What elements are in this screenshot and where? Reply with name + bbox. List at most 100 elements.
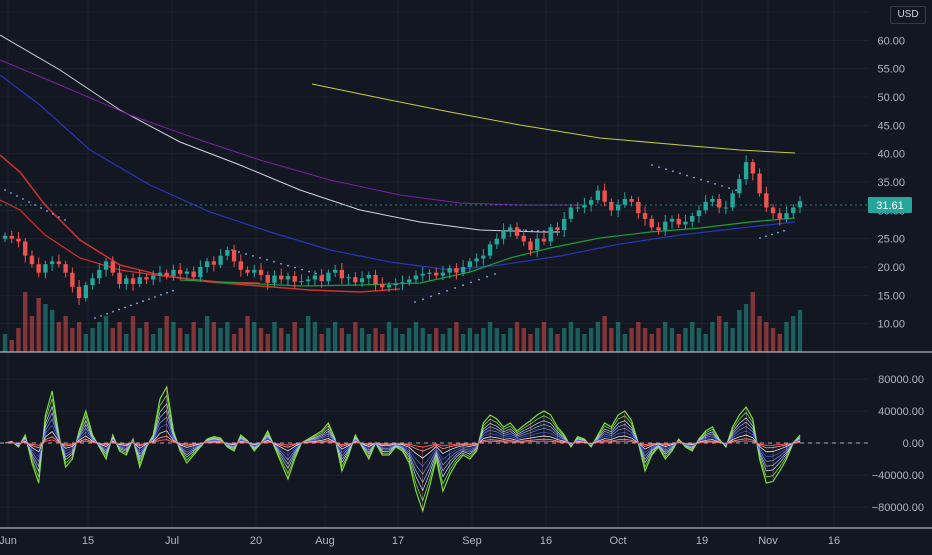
sar-dot (124, 306, 126, 309)
candle (124, 274, 129, 290)
oscillator-tick-label: 0.00 (903, 438, 924, 450)
sar-dot (693, 176, 695, 179)
candle (440, 265, 446, 281)
candle (433, 267, 439, 279)
candle (447, 264, 452, 279)
price-tick-label: 45.00 (877, 120, 905, 132)
volume-bar (784, 322, 789, 352)
volume-bar (23, 292, 28, 352)
candle (386, 281, 392, 292)
volume-bar (791, 316, 796, 352)
sar-dot (10, 192, 12, 194)
oscillator-line (4, 403, 801, 492)
volume-bar (63, 316, 68, 352)
oscillator-tick-label: 40000.00 (878, 406, 924, 418)
sar-dot (266, 258, 268, 261)
sar-dot (16, 195, 18, 197)
candle (171, 264, 176, 281)
candle (245, 266, 250, 277)
volume-bar (43, 304, 48, 352)
volume-bar (487, 322, 493, 352)
volume-bar (157, 328, 163, 352)
sar-dot (531, 229, 533, 232)
candle (110, 256, 115, 277)
volume-bar (710, 322, 715, 352)
grid (0, 0, 868, 528)
sar-dot (94, 317, 96, 319)
candle (29, 250, 35, 268)
volume-bar (110, 328, 115, 352)
sar-dot (166, 291, 168, 294)
candle (770, 204, 776, 219)
candle (23, 238, 28, 263)
oscillator-line (4, 409, 801, 484)
candle (716, 193, 722, 214)
candle (157, 265, 163, 283)
candle (49, 256, 55, 271)
volume-bar (622, 334, 628, 352)
sar-dot (280, 262, 282, 265)
candle (16, 231, 21, 248)
time-tick-label: Oct (609, 535, 626, 547)
volume-bar (144, 322, 149, 352)
volume-bar (70, 328, 75, 352)
volume-bar (238, 328, 243, 352)
candle (683, 214, 688, 230)
volume-bar (97, 322, 102, 352)
volume-bar (326, 328, 331, 352)
sar-dot (301, 268, 303, 271)
price-tick-label: 25.00 (877, 234, 905, 246)
currency-badge[interactable]: USD (890, 6, 926, 24)
sar-dot (672, 170, 674, 173)
candle (467, 257, 473, 272)
volume-bar (447, 328, 452, 352)
volume-bar (595, 322, 601, 352)
ma-green-line (179, 217, 796, 287)
oscillator-axis[interactable]: 80000.00 40000.00 0.00 −40000.00 −80000.00 (872, 374, 924, 514)
sar-dot (759, 237, 761, 239)
candle (339, 263, 345, 284)
candle (562, 212, 567, 237)
volume-histogram (2, 292, 803, 352)
time-tick-label: 19 (696, 535, 708, 547)
volume-bar (508, 328, 513, 352)
candle (76, 280, 82, 305)
candle (380, 277, 385, 291)
sar-dot (142, 300, 144, 303)
candle (151, 270, 156, 286)
candle (43, 260, 48, 279)
price-axis[interactable]: 6560.0055.0050.0045.0040.0035.0030.0025.… (877, 7, 905, 331)
candle (366, 271, 372, 284)
sar-dot (555, 230, 557, 233)
volume-bar (663, 322, 668, 352)
volume-bar (299, 328, 304, 352)
sar-dot (40, 207, 42, 209)
volume-bar (184, 334, 190, 352)
volume-bar (703, 334, 708, 352)
volume-bar (615, 322, 621, 352)
candle (535, 233, 540, 257)
volume-bar (521, 328, 526, 352)
sar-dot (686, 174, 688, 177)
sar-dot (4, 189, 6, 191)
sar-dot (543, 230, 545, 233)
sar-dot (52, 213, 54, 215)
candle (474, 253, 479, 267)
volume-bar (366, 334, 372, 352)
oscillator-line (4, 439, 801, 448)
sar-dot (252, 254, 254, 257)
volume-bar (629, 328, 634, 352)
sar-dot (130, 304, 132, 307)
candle (218, 248, 223, 269)
price-tick-label: 15.00 (877, 290, 905, 302)
candle (407, 276, 412, 286)
candle (258, 263, 264, 281)
sar-dot (486, 275, 488, 278)
time-axis[interactable]: Jun 15 Jul 20 Aug 17 Sep 16 Oct 19 Nov 16 (0, 535, 840, 547)
volume-bar (649, 334, 654, 352)
candle (252, 264, 257, 278)
candle (265, 271, 270, 290)
candle (622, 192, 628, 209)
